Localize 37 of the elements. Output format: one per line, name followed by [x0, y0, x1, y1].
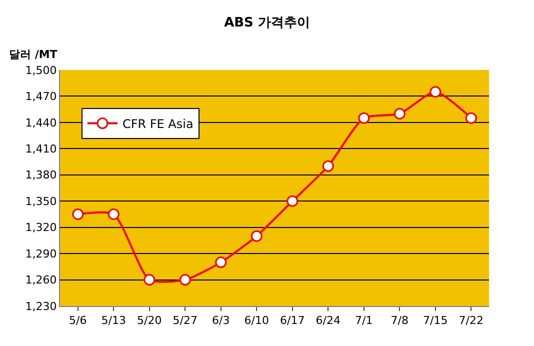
point — [358, 112, 370, 124]
point — [322, 160, 334, 172]
x-tick-label: 6/3 — [212, 314, 230, 328]
x-tick-label: 5/6 — [69, 314, 87, 328]
point — [430, 86, 442, 98]
x-tick-label: 7/8 — [390, 314, 408, 328]
point — [144, 274, 156, 286]
y-tick-label: 1,320 — [25, 221, 57, 234]
y-tick-label: 1,230 — [25, 300, 57, 313]
x-tick-label: 5/20 — [137, 314, 162, 328]
x-tick-label: 5/13 — [101, 314, 126, 328]
y-tick-label: 1,440 — [25, 116, 57, 130]
point — [250, 230, 262, 242]
y-tick-label: 1,380 — [25, 168, 57, 182]
point — [179, 274, 191, 286]
point — [286, 195, 298, 207]
legend-label: CFR FE Asia — [122, 116, 194, 131]
point — [108, 208, 120, 220]
x-tick-label: 5/27 — [172, 314, 198, 328]
y-tick-label: 1,350 — [25, 194, 57, 208]
y-tick-label: 1,410 — [25, 142, 57, 156]
x-tick-label: 7/1 — [355, 314, 373, 328]
y-tick-label: 1,290 — [25, 247, 57, 260]
y-tick-label: 1,260 — [25, 274, 57, 287]
x-tick-label: 6/24 — [316, 314, 340, 328]
point — [215, 256, 227, 268]
point — [465, 112, 477, 124]
chart-title: ABS 가격추이 — [224, 15, 310, 30]
y-tick-label: 1,470 — [25, 90, 57, 104]
x-tick-label: 6/10 — [244, 314, 269, 328]
y-tick-label: 1,500 — [25, 64, 57, 77]
x-tick-label: 7/15 — [423, 314, 448, 328]
x-tick-label: 6/17 — [280, 314, 305, 328]
y-axis-title: 달러 /MT — [9, 48, 58, 61]
x-tick-label: 7/22 — [458, 314, 484, 328]
point — [72, 208, 84, 220]
point — [394, 108, 406, 120]
